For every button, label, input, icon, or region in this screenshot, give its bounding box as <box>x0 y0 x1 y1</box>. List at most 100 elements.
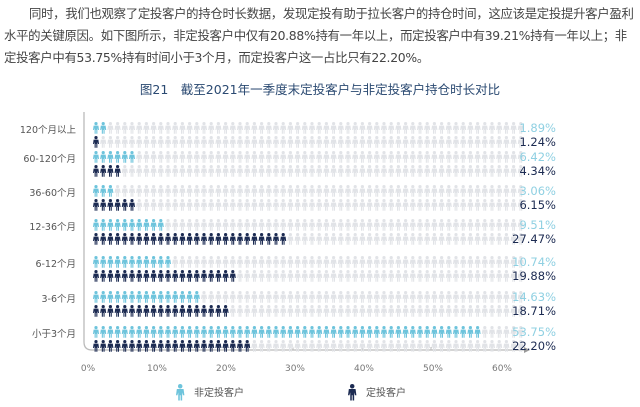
person-icon-sip <box>193 233 200 245</box>
person-head <box>317 256 321 260</box>
person-body <box>237 329 243 338</box>
person-body <box>280 273 287 282</box>
person-body <box>287 154 294 163</box>
person-head <box>245 270 249 274</box>
person-body <box>107 222 114 231</box>
person-icon-background <box>337 165 344 177</box>
person-icon-background <box>345 305 351 317</box>
person-body <box>179 188 186 197</box>
person-head <box>267 185 271 189</box>
person-icon-background <box>424 233 431 245</box>
person-icon-background <box>316 233 323 245</box>
person-head <box>490 305 494 309</box>
person-body <box>373 188 380 197</box>
person-body <box>186 308 193 317</box>
person-icon-non-sip <box>100 219 107 231</box>
person-icon-background <box>215 165 222 177</box>
person-icon-background <box>208 185 215 197</box>
person-head <box>195 340 199 344</box>
person-body <box>373 236 380 245</box>
person-body <box>251 329 258 338</box>
person-head <box>476 185 480 189</box>
person-head <box>94 291 98 295</box>
person-head <box>288 219 292 223</box>
person-body <box>244 294 251 303</box>
person-icon-sip <box>121 233 128 245</box>
person-body <box>323 273 330 282</box>
person-body <box>445 154 452 163</box>
person-head <box>238 185 242 189</box>
person-icon-background <box>402 151 409 163</box>
person-body <box>424 343 431 352</box>
person-body <box>453 154 459 163</box>
person-body <box>222 273 229 282</box>
person-head <box>454 233 458 237</box>
person-icon-background <box>309 270 315 282</box>
person-icon-sip <box>201 340 207 352</box>
person-body <box>330 168 337 177</box>
person-head <box>303 340 307 344</box>
person-icon-background <box>424 256 431 268</box>
person-head <box>260 136 264 140</box>
person-head <box>375 291 379 295</box>
person-head <box>180 151 184 155</box>
person-body <box>481 343 488 352</box>
person-icon-sip <box>114 199 121 211</box>
person-head <box>173 136 177 140</box>
person-head <box>396 291 400 295</box>
person-head <box>130 291 134 295</box>
person-body <box>323 125 330 134</box>
person-body <box>503 125 510 134</box>
person-body <box>388 188 395 197</box>
person-body <box>517 125 524 134</box>
person-head <box>188 136 192 140</box>
person-head <box>152 256 156 260</box>
person-icon-non-sip <box>201 326 207 338</box>
person-body <box>496 202 503 211</box>
person-body <box>359 188 366 197</box>
person-icon-non-sip <box>107 219 114 231</box>
person-body <box>100 329 107 338</box>
person-icon-non-sip <box>129 151 135 163</box>
person-icon-background <box>417 185 423 197</box>
person-icon-background <box>345 185 351 197</box>
person-head <box>245 291 249 295</box>
person-icon-background <box>517 199 524 211</box>
person-head <box>468 199 472 203</box>
person-body <box>388 202 395 211</box>
person-body <box>208 329 215 338</box>
person-head <box>166 256 170 260</box>
person-body <box>193 259 200 268</box>
person-icon-background <box>381 219 387 231</box>
person-icon-background <box>280 305 287 317</box>
person-icon-non-sip <box>467 326 474 338</box>
person-body <box>150 273 157 282</box>
person-icon-background <box>352 165 359 177</box>
person-body <box>309 139 315 148</box>
person-icon-background <box>489 256 495 268</box>
person-icon-background <box>489 270 495 282</box>
person-icon-background <box>201 185 207 197</box>
person-icon-background <box>186 165 193 177</box>
person-head <box>173 233 177 237</box>
person-body <box>100 154 107 163</box>
person-head <box>396 305 400 309</box>
person-head <box>310 326 314 330</box>
person-icon-background <box>265 122 272 134</box>
person-head <box>339 326 343 330</box>
person-body <box>359 202 366 211</box>
person-body <box>150 202 157 211</box>
person-head <box>411 291 415 295</box>
person-icon-background <box>222 185 229 197</box>
person-icon-background <box>352 136 359 148</box>
person-head <box>490 340 494 344</box>
person-icon-background <box>165 185 171 197</box>
person-body <box>150 154 157 163</box>
person-head <box>360 291 364 295</box>
person-body <box>179 294 186 303</box>
person-icon-background <box>453 256 459 268</box>
person-icon-non-sip <box>165 256 171 268</box>
person-head <box>260 233 264 237</box>
person-head <box>188 233 192 237</box>
person-icon-background <box>467 136 474 148</box>
